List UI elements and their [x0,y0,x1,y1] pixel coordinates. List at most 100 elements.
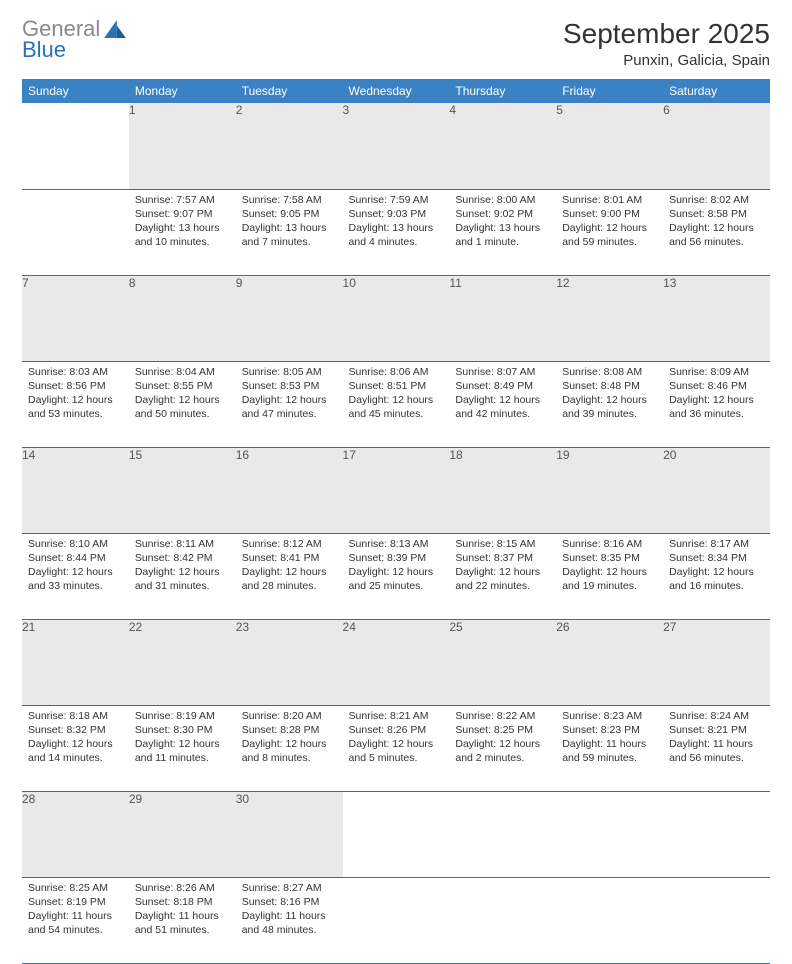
day-content-cell [449,877,556,963]
day-details: Sunrise: 8:11 AMSunset: 8:42 PMDaylight:… [129,534,236,600]
day-content-row: Sunrise: 7:57 AMSunset: 9:07 PMDaylight:… [22,189,770,275]
weekday-header: Wednesday [343,79,450,103]
logo-text: General Blue [22,18,100,61]
day-content-row: Sunrise: 8:10 AMSunset: 8:44 PMDaylight:… [22,533,770,619]
day-content-cell: Sunrise: 7:57 AMSunset: 9:07 PMDaylight:… [129,189,236,275]
day-number-cell: 26 [556,619,663,705]
day-content-cell: Sunrise: 8:23 AMSunset: 8:23 PMDaylight:… [556,705,663,791]
day-number-cell: 25 [449,619,556,705]
day-number-cell: 10 [343,275,450,361]
day-number-cell: 4 [449,103,556,189]
day-details: Sunrise: 8:26 AMSunset: 8:18 PMDaylight:… [129,878,236,944]
day-content-cell [556,877,663,963]
day-details: Sunrise: 8:13 AMSunset: 8:39 PMDaylight:… [343,534,450,600]
day-number-cell: 23 [236,619,343,705]
day-number-cell: 6 [663,103,770,189]
day-details: Sunrise: 8:20 AMSunset: 8:28 PMDaylight:… [236,706,343,772]
day-content-cell: Sunrise: 8:20 AMSunset: 8:28 PMDaylight:… [236,705,343,791]
day-number-cell: 2 [236,103,343,189]
day-number-cell: 17 [343,447,450,533]
day-content-row: Sunrise: 8:18 AMSunset: 8:32 PMDaylight:… [22,705,770,791]
day-content-cell: Sunrise: 8:17 AMSunset: 8:34 PMDaylight:… [663,533,770,619]
day-content-cell: Sunrise: 8:10 AMSunset: 8:44 PMDaylight:… [22,533,129,619]
day-content-cell: Sunrise: 8:25 AMSunset: 8:19 PMDaylight:… [22,877,129,963]
day-number-cell: 14 [22,447,129,533]
day-content-cell: Sunrise: 8:01 AMSunset: 9:00 PMDaylight:… [556,189,663,275]
day-details: Sunrise: 8:12 AMSunset: 8:41 PMDaylight:… [236,534,343,600]
day-content-cell: Sunrise: 8:15 AMSunset: 8:37 PMDaylight:… [449,533,556,619]
weekday-header: Tuesday [236,79,343,103]
day-number-cell [343,791,450,877]
day-number-cell: 16 [236,447,343,533]
day-number-cell: 30 [236,791,343,877]
day-number-row: 21222324252627 [22,619,770,705]
day-content-cell: Sunrise: 8:05 AMSunset: 8:53 PMDaylight:… [236,361,343,447]
day-number-cell: 7 [22,275,129,361]
day-number-cell: 29 [129,791,236,877]
day-details: Sunrise: 7:58 AMSunset: 9:05 PMDaylight:… [236,190,343,256]
weekday-header: Saturday [663,79,770,103]
day-details: Sunrise: 8:06 AMSunset: 8:51 PMDaylight:… [343,362,450,428]
day-details: Sunrise: 8:04 AMSunset: 8:55 PMDaylight:… [129,362,236,428]
day-details: Sunrise: 8:07 AMSunset: 8:49 PMDaylight:… [449,362,556,428]
day-content-cell: Sunrise: 8:13 AMSunset: 8:39 PMDaylight:… [343,533,450,619]
day-number-row: 78910111213 [22,275,770,361]
weekday-header: Friday [556,79,663,103]
day-number-cell [449,791,556,877]
weekday-header: Sunday [22,79,129,103]
day-content-cell: Sunrise: 8:00 AMSunset: 9:02 PMDaylight:… [449,189,556,275]
day-details: Sunrise: 8:05 AMSunset: 8:53 PMDaylight:… [236,362,343,428]
day-number-cell: 20 [663,447,770,533]
month-title: September 2025 [563,18,770,50]
day-details [663,878,770,940]
day-details: Sunrise: 8:15 AMSunset: 8:37 PMDaylight:… [449,534,556,600]
day-number-cell: 22 [129,619,236,705]
day-details: Sunrise: 8:09 AMSunset: 8:46 PMDaylight:… [663,362,770,428]
day-details [343,878,450,940]
day-content-cell [22,189,129,275]
day-number-cell: 13 [663,275,770,361]
location: Punxin, Galicia, Spain [563,52,770,69]
day-number-cell: 9 [236,275,343,361]
day-details: Sunrise: 8:23 AMSunset: 8:23 PMDaylight:… [556,706,663,772]
logo-text-blue: Blue [22,39,100,61]
logo-triangle-icon [104,20,126,38]
day-details: Sunrise: 8:21 AMSunset: 8:26 PMDaylight:… [343,706,450,772]
day-content-cell: Sunrise: 8:04 AMSunset: 8:55 PMDaylight:… [129,361,236,447]
day-details: Sunrise: 8:19 AMSunset: 8:30 PMDaylight:… [129,706,236,772]
day-content-row: Sunrise: 8:03 AMSunset: 8:56 PMDaylight:… [22,361,770,447]
day-number-row: 282930 [22,791,770,877]
day-content-cell: Sunrise: 8:03 AMSunset: 8:56 PMDaylight:… [22,361,129,447]
day-details: Sunrise: 7:57 AMSunset: 9:07 PMDaylight:… [129,190,236,256]
day-content-cell: Sunrise: 8:12 AMSunset: 8:41 PMDaylight:… [236,533,343,619]
day-content-cell: Sunrise: 7:59 AMSunset: 9:03 PMDaylight:… [343,189,450,275]
day-content-cell: Sunrise: 7:58 AMSunset: 9:05 PMDaylight:… [236,189,343,275]
day-number-cell [556,791,663,877]
day-details [449,878,556,940]
day-content-cell: Sunrise: 8:24 AMSunset: 8:21 PMDaylight:… [663,705,770,791]
day-number-cell: 12 [556,275,663,361]
day-details: Sunrise: 8:24 AMSunset: 8:21 PMDaylight:… [663,706,770,772]
day-number-cell: 27 [663,619,770,705]
day-content-cell: Sunrise: 8:19 AMSunset: 8:30 PMDaylight:… [129,705,236,791]
day-number-cell [22,103,129,189]
day-content-cell: Sunrise: 8:08 AMSunset: 8:48 PMDaylight:… [556,361,663,447]
weekday-header: Monday [129,79,236,103]
day-number-cell: 15 [129,447,236,533]
day-details: Sunrise: 8:10 AMSunset: 8:44 PMDaylight:… [22,534,129,600]
day-number-cell: 21 [22,619,129,705]
day-number-cell [663,791,770,877]
day-number-cell: 1 [129,103,236,189]
day-number-row: 123456 [22,103,770,189]
day-details: Sunrise: 8:00 AMSunset: 9:02 PMDaylight:… [449,190,556,256]
day-content-cell: Sunrise: 8:07 AMSunset: 8:49 PMDaylight:… [449,361,556,447]
day-content-cell: Sunrise: 8:21 AMSunset: 8:26 PMDaylight:… [343,705,450,791]
day-content-cell [663,877,770,963]
day-details: Sunrise: 8:27 AMSunset: 8:16 PMDaylight:… [236,878,343,944]
day-details: Sunrise: 8:22 AMSunset: 8:25 PMDaylight:… [449,706,556,772]
header: General Blue September 2025 Punxin, Gali… [22,18,770,69]
day-details: Sunrise: 8:08 AMSunset: 8:48 PMDaylight:… [556,362,663,428]
day-content-cell: Sunrise: 8:02 AMSunset: 8:58 PMDaylight:… [663,189,770,275]
day-number-cell: 8 [129,275,236,361]
day-content-cell: Sunrise: 8:11 AMSunset: 8:42 PMDaylight:… [129,533,236,619]
